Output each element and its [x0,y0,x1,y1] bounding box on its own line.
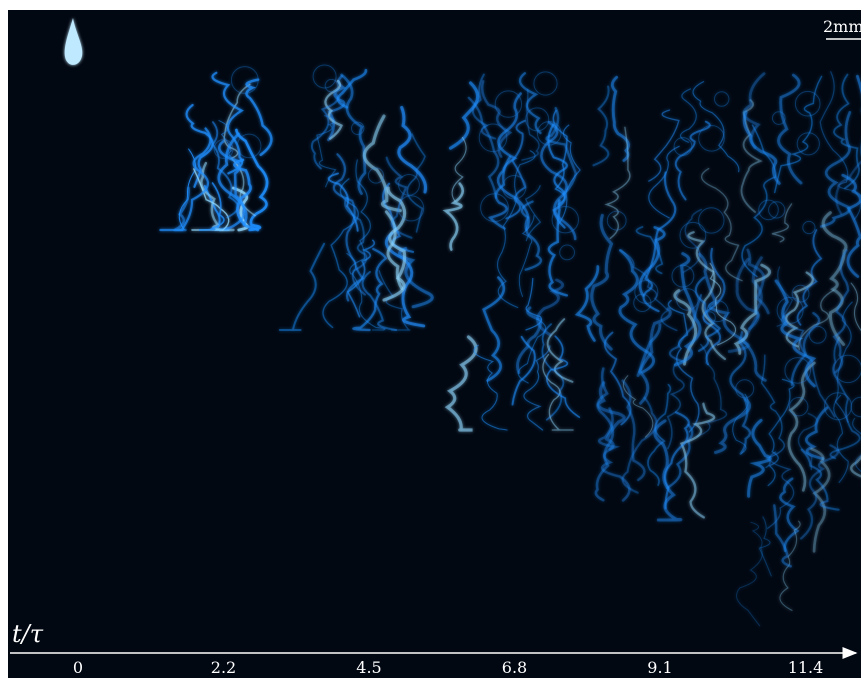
tick-label: 6.8 [502,658,527,677]
tick-label: 2.2 [211,658,236,677]
photo-figure: 2mm t/τ 0 2.2 4.5 6.8 9.1 11.4 [0,0,861,678]
tick-label: 4.5 [356,658,381,677]
axis-label: t/τ [12,620,44,648]
tick-label: 9.1 [647,658,672,677]
image-background [8,10,861,678]
tick-label: 0 [73,658,83,677]
tick-label: 11.4 [788,658,824,677]
scale-bar-label: 2mm [823,17,861,36]
